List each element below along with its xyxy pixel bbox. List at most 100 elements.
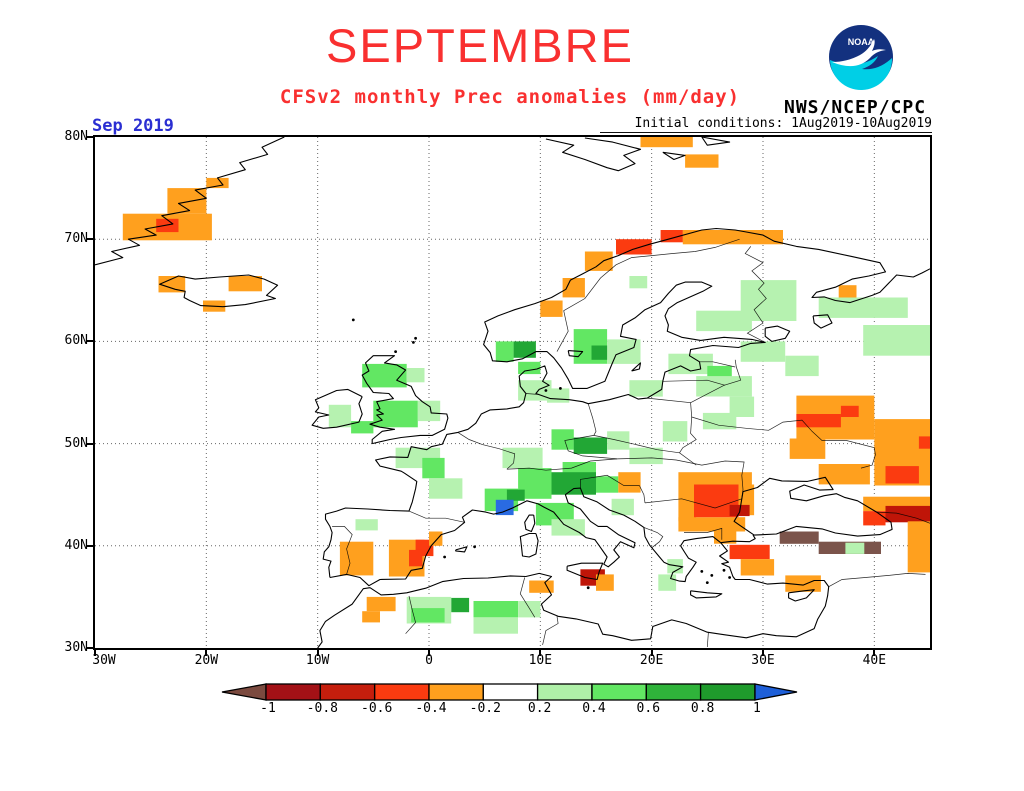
lat-tick-label: 30N (64, 640, 88, 655)
anomaly-cell (678, 472, 752, 485)
anomaly-cell (640, 137, 693, 148)
anomaly-cell (629, 380, 663, 397)
anomaly-cell (551, 472, 596, 495)
lat-tick-label: 50N (64, 435, 88, 451)
coastline (329, 487, 756, 587)
lon-tick (316, 650, 319, 656)
border-line (457, 432, 516, 470)
anomaly-cell (818, 297, 908, 318)
colorbar-segment (482, 683, 539, 701)
anomaly-cell (366, 596, 396, 612)
island-dot (443, 555, 446, 559)
colorbar-arrow-right (754, 683, 798, 701)
graticule (95, 137, 930, 648)
lat-tick-label: 60N (64, 333, 88, 349)
border-line (699, 361, 736, 368)
border-line (525, 393, 540, 395)
border-line (506, 458, 618, 471)
anomaly-cell (779, 531, 819, 544)
forecast-date-label: Sep 2019 (92, 116, 174, 136)
anomaly-cell (495, 499, 514, 516)
noaa-logo-text: NOAA (848, 37, 875, 47)
anomaly-cell (660, 230, 683, 243)
lat-tick (87, 340, 93, 343)
lon-tick (762, 650, 764, 656)
colorbar-segment (591, 683, 647, 701)
lat-tick (87, 238, 93, 241)
anomaly-cell (729, 396, 755, 417)
anomaly-cell (702, 412, 737, 430)
coastline (690, 590, 723, 599)
chart-subtitle: CFSv2 monthly Prec anomalies (mm/day) (279, 86, 741, 108)
anomaly-cell (513, 341, 536, 358)
island-dot (586, 586, 590, 590)
anomaly-cell (411, 608, 445, 623)
coastline (764, 325, 791, 342)
lon-tick (539, 650, 542, 656)
colorbar-segment (699, 683, 756, 701)
anomaly-cell (682, 230, 783, 245)
anomaly-cell (591, 345, 610, 360)
coastline (701, 137, 731, 146)
island-dot (728, 576, 731, 579)
colorbar-tick-label: -1 (260, 701, 276, 716)
anomaly-cell (785, 575, 821, 592)
colorbar-tick-label: -0.8 (306, 701, 338, 716)
anomaly-cell (907, 521, 930, 573)
anomaly-cell (362, 611, 380, 623)
colorbar-segment (265, 683, 321, 701)
anomaly-cell (611, 498, 634, 516)
coastline (519, 532, 539, 558)
anomaly-cell (678, 517, 746, 532)
anomaly-cell (863, 325, 930, 356)
anomaly-cell (562, 278, 585, 298)
lon-tick-label: 10E (528, 653, 553, 668)
coastline (322, 227, 930, 578)
anomaly-cell (885, 466, 919, 484)
month-title: SEPTEMBRE (326, 19, 634, 72)
anomaly-cell (696, 376, 752, 397)
anomaly-cell (473, 601, 518, 618)
anomaly-cell (573, 437, 608, 454)
border-line (542, 616, 559, 645)
anomaly-cell (596, 574, 614, 591)
coastline (631, 362, 642, 372)
colorbar (221, 683, 798, 701)
border-line (564, 403, 618, 460)
border-line (684, 527, 723, 540)
coastline (159, 274, 279, 308)
border-line (580, 474, 640, 489)
lat-tick (87, 442, 93, 445)
anomaly-cell (729, 544, 770, 560)
map-panel (93, 135, 932, 650)
lon-tick-label: 30E (751, 653, 775, 668)
colorbar-segment (428, 683, 484, 701)
anomaly-cell (362, 363, 407, 388)
anomaly-cell (540, 300, 563, 317)
anomaly-cell (328, 404, 352, 428)
anomaly-cell (228, 276, 262, 292)
colorbar-tick-label: 0.2 (527, 701, 552, 716)
lon-tick (94, 650, 96, 656)
colorbar-segment (319, 683, 376, 701)
border-line (593, 435, 697, 466)
coastline (567, 350, 584, 358)
border-line (744, 246, 767, 343)
anomaly-cell (707, 365, 732, 379)
anomaly-cell (785, 355, 819, 377)
anomaly-cell (158, 276, 186, 293)
anomaly-cell (863, 511, 886, 526)
colorbar-tick-label: -0.2 (469, 701, 501, 716)
border-line (643, 527, 664, 549)
colorbar-tick-label: 1 (753, 701, 761, 716)
anomaly-cell (429, 531, 443, 546)
coastline (455, 546, 468, 553)
island-dot (559, 387, 562, 390)
anomaly-cell (796, 414, 841, 428)
anomaly-cell (518, 361, 541, 375)
anomaly-cell (616, 239, 652, 255)
anomaly-cell (714, 529, 737, 544)
anomaly-cell (451, 597, 470, 613)
anomaly-cell (547, 388, 570, 403)
anomaly-cell (818, 464, 870, 485)
